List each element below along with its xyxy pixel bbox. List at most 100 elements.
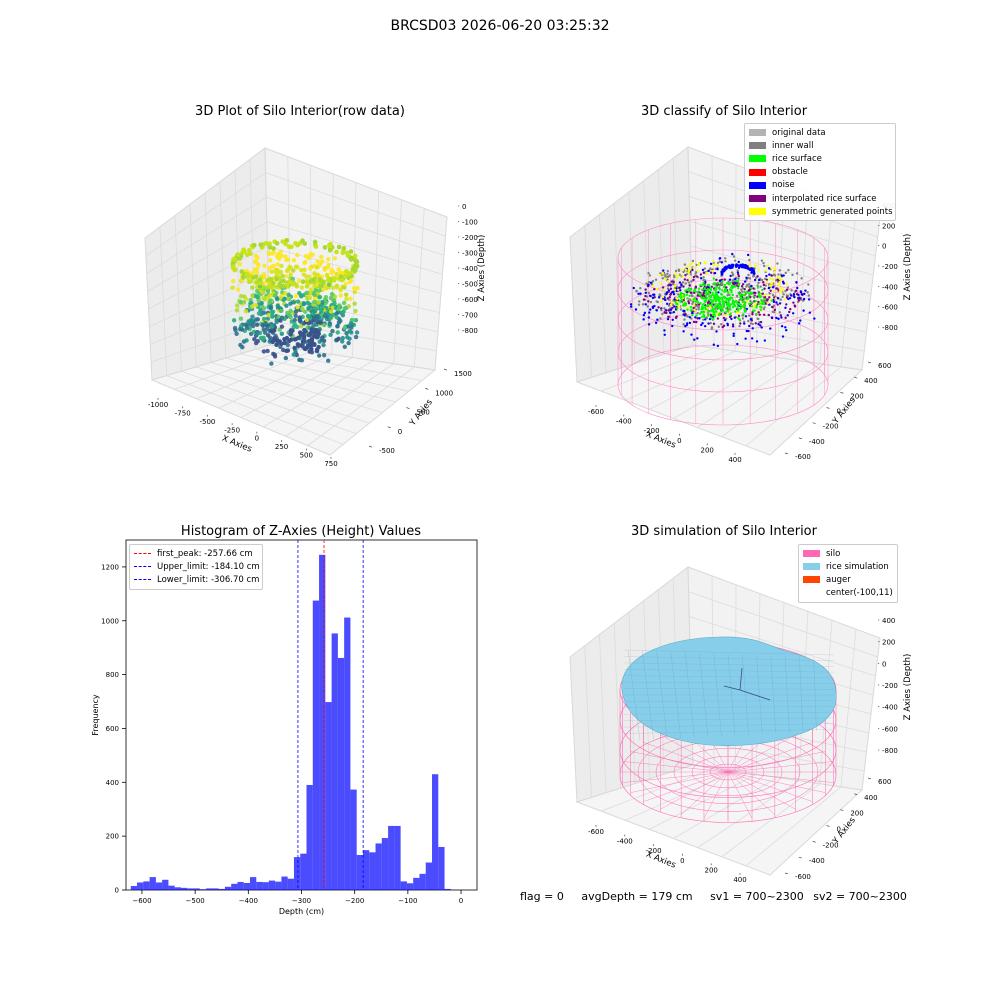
- class-point: [699, 277, 703, 280]
- data-point: [251, 329, 257, 335]
- data-point: [282, 336, 287, 342]
- figure-title: BRCSD03 2026-06-20 03:25:32: [390, 18, 610, 34]
- class-point: [659, 272, 662, 275]
- data-point: [340, 335, 345, 341]
- y-tick-label: 0: [398, 428, 402, 436]
- z-tick-label: -300: [462, 250, 478, 258]
- class-point: [662, 269, 665, 272]
- x-tick-label: -250: [224, 426, 240, 434]
- data-point: [316, 300, 321, 305]
- data-point: [274, 241, 280, 246]
- class-point: [674, 269, 678, 273]
- data-point: [286, 312, 292, 317]
- class-point: [642, 298, 646, 301]
- data-point: [348, 296, 353, 301]
- class-point: [688, 284, 692, 287]
- class-point: [707, 301, 710, 304]
- class-point: [667, 315, 670, 318]
- data-point: [261, 306, 267, 311]
- data-point: [249, 300, 254, 306]
- class-point: [789, 307, 792, 311]
- class-point: [784, 326, 787, 329]
- data-point: [327, 322, 332, 327]
- grid-line: [148, 246, 268, 310]
- class-point: [785, 329, 788, 332]
- data-point: [293, 241, 298, 246]
- data-point: [274, 276, 280, 282]
- class-point: [678, 286, 682, 289]
- class-point: [692, 320, 696, 324]
- data-point: [252, 267, 257, 272]
- data-point: [253, 259, 258, 264]
- class-point: [757, 281, 760, 285]
- class-point: [757, 323, 760, 326]
- z-axis-label: Z Axies (Depth): [903, 654, 913, 721]
- data-point: [313, 244, 319, 249]
- y-tick-label: 400: [864, 377, 877, 385]
- class-point: [644, 303, 647, 306]
- data-point: [304, 290, 309, 295]
- x-tick-label: 250: [275, 443, 288, 451]
- class-point: [771, 286, 775, 289]
- class-point: [767, 293, 770, 296]
- data-point: [256, 291, 261, 296]
- class-point: [701, 321, 704, 325]
- data-point: [316, 344, 321, 350]
- z-tick-label: -400: [882, 704, 898, 712]
- class-point: [672, 310, 676, 314]
- avg-depth-text: avgDepth = 179 cm: [581, 890, 693, 903]
- class-point: [692, 306, 695, 310]
- class-point: [751, 327, 754, 330]
- data-point: [272, 328, 277, 333]
- data-point: [332, 294, 338, 299]
- data-point: [269, 264, 275, 269]
- class-point: [788, 310, 791, 314]
- data-point: [234, 303, 240, 308]
- class-point: [687, 281, 691, 284]
- grid-line: [240, 353, 409, 392]
- class-point: [647, 283, 650, 286]
- data-point: [354, 330, 360, 335]
- class-point: [784, 289, 787, 293]
- class-point: [756, 295, 759, 298]
- data-point: [292, 345, 297, 351]
- z-tick-label: -200: [882, 263, 898, 271]
- data-point: [312, 239, 318, 245]
- class-point: [769, 289, 772, 293]
- grid-line: [285, 363, 394, 437]
- class-point: [699, 273, 703, 276]
- z-tick-label: 400: [882, 617, 895, 625]
- class-point: [668, 311, 672, 315]
- class-point: [638, 300, 641, 303]
- data-point: [328, 309, 334, 314]
- class-point: [749, 265, 752, 268]
- data-point: [303, 309, 308, 315]
- class-point: [748, 314, 751, 317]
- grid-line: [307, 366, 415, 446]
- class-point: [655, 288, 659, 291]
- data-point: [314, 348, 320, 354]
- class-point: [724, 260, 727, 263]
- class-point: [751, 313, 754, 316]
- class-point: [737, 266, 741, 270]
- class-point: [784, 306, 787, 310]
- class-point: [663, 329, 666, 332]
- class-point: [737, 260, 740, 264]
- class-point: [784, 271, 787, 275]
- class-point: [690, 261, 694, 265]
- grid-line: [599, 214, 607, 373]
- data-point: [278, 269, 284, 275]
- class-point: [748, 277, 752, 280]
- class-point: [651, 296, 655, 300]
- data-point: [291, 300, 297, 305]
- data-point: [315, 272, 320, 278]
- axis-tick: [784, 872, 789, 875]
- data-point: [249, 304, 255, 309]
- data-point: [306, 339, 312, 344]
- class-point: [647, 300, 650, 303]
- data-point: [286, 295, 291, 301]
- class-point: [702, 318, 705, 321]
- class-point: [682, 309, 685, 313]
- flag-text: flag = 0: [520, 890, 564, 903]
- class-point: [734, 277, 737, 281]
